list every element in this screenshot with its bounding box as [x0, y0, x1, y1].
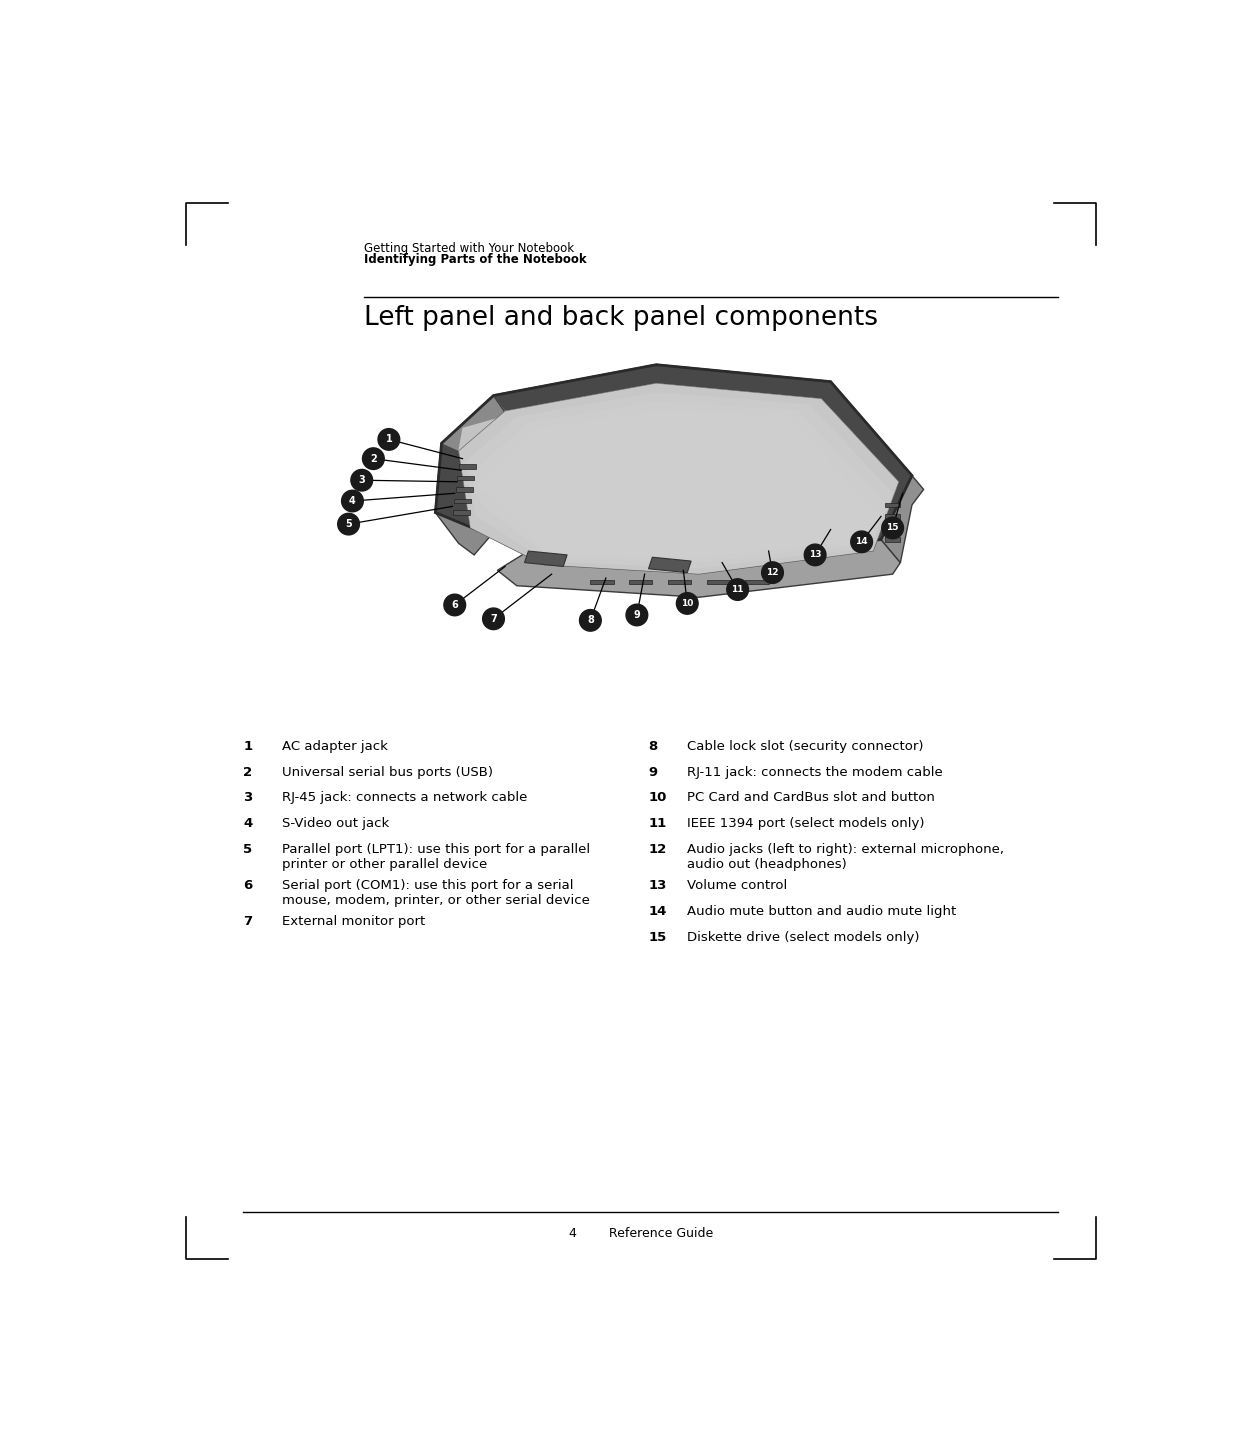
Text: Diskette drive (select models only): Diskette drive (select models only): [687, 931, 919, 944]
Text: 11: 11: [648, 817, 667, 830]
Text: 10: 10: [648, 791, 667, 804]
Polygon shape: [498, 540, 901, 597]
Text: 4        Reference Guide: 4 Reference Guide: [569, 1226, 713, 1239]
Text: Left panel and back panel components: Left panel and back panel components: [364, 304, 878, 330]
Text: Identifying Parts of the Notebook: Identifying Parts of the Notebook: [364, 253, 587, 266]
Text: 2: 2: [370, 453, 377, 463]
Bar: [629, 581, 652, 584]
Text: 15: 15: [887, 524, 899, 533]
Bar: [884, 514, 901, 518]
Polygon shape: [470, 401, 887, 563]
Bar: [455, 487, 473, 492]
Text: 15: 15: [648, 931, 667, 944]
Text: RJ-11 jack: connects the modem cable: RJ-11 jack: connects the modem cable: [687, 766, 943, 779]
Text: 5: 5: [243, 843, 253, 856]
Polygon shape: [881, 475, 923, 563]
Text: 3: 3: [243, 791, 253, 804]
Text: S-Video out jack: S-Video out jack: [281, 817, 389, 830]
Text: Volume control: Volume control: [687, 879, 787, 892]
Bar: [453, 510, 470, 515]
Circle shape: [342, 491, 363, 511]
Text: Audio mute button and audio mute light: Audio mute button and audio mute light: [687, 905, 957, 918]
Text: 1: 1: [243, 740, 253, 753]
Polygon shape: [459, 384, 898, 575]
Polygon shape: [648, 557, 691, 572]
Text: 2: 2: [243, 766, 253, 779]
Text: 12: 12: [648, 843, 667, 856]
Circle shape: [677, 592, 698, 614]
Circle shape: [727, 579, 748, 601]
Circle shape: [851, 531, 872, 553]
Polygon shape: [459, 384, 898, 575]
Text: 6: 6: [452, 599, 458, 610]
Polygon shape: [435, 365, 912, 563]
Bar: [746, 581, 768, 584]
Circle shape: [579, 610, 602, 631]
Text: 4: 4: [243, 817, 253, 830]
Text: 10: 10: [681, 599, 693, 608]
Text: 11: 11: [732, 585, 744, 594]
Polygon shape: [455, 375, 869, 513]
Text: 7: 7: [243, 915, 253, 928]
Circle shape: [444, 594, 465, 615]
Text: AC adapter jack: AC adapter jack: [281, 740, 388, 753]
Polygon shape: [477, 411, 882, 557]
Text: 14: 14: [856, 537, 868, 546]
Text: 8: 8: [587, 615, 594, 626]
Text: Serial port (COM1): use this port for a serial
mouse, modem, printer, or other s: Serial port (COM1): use this port for a …: [281, 879, 589, 906]
Bar: [884, 537, 901, 542]
Polygon shape: [435, 395, 505, 555]
Text: 12: 12: [767, 568, 779, 578]
Circle shape: [483, 608, 504, 630]
Bar: [454, 498, 472, 504]
Text: IEEE 1394 port (select models only): IEEE 1394 port (select models only): [687, 817, 924, 830]
Text: Audio jacks (left to right): external microphone,
audio out (headphones): Audio jacks (left to right): external mi…: [687, 843, 1005, 870]
Text: 14: 14: [648, 905, 667, 918]
Circle shape: [882, 517, 903, 539]
Text: Getting Started with Your Notebook: Getting Started with Your Notebook: [364, 242, 574, 255]
Bar: [707, 581, 729, 584]
Text: PC Card and CardBus slot and button: PC Card and CardBus slot and button: [687, 791, 936, 804]
Bar: [590, 581, 614, 584]
Circle shape: [350, 469, 373, 491]
Polygon shape: [435, 365, 912, 575]
Polygon shape: [524, 552, 567, 566]
Text: 8: 8: [648, 740, 658, 753]
Text: 13: 13: [809, 550, 822, 559]
Text: 4: 4: [349, 497, 355, 505]
Bar: [884, 502, 901, 507]
Circle shape: [378, 429, 400, 450]
Text: Universal serial bus ports (USB): Universal serial bus ports (USB): [281, 766, 493, 779]
Text: Cable lock slot (security connector): Cable lock slot (security connector): [687, 740, 923, 753]
Bar: [668, 581, 691, 584]
Text: 9: 9: [633, 610, 641, 620]
Text: Parallel port (LPT1): use this port for a parallel
printer or other parallel dev: Parallel port (LPT1): use this port for …: [281, 843, 590, 870]
Bar: [459, 463, 475, 469]
Polygon shape: [513, 381, 831, 494]
Text: 9: 9: [648, 766, 658, 779]
Bar: [457, 475, 474, 481]
Text: 6: 6: [243, 879, 253, 892]
Polygon shape: [464, 392, 893, 569]
Circle shape: [338, 514, 359, 534]
Text: External monitor port: External monitor port: [281, 915, 425, 928]
Bar: [884, 526, 901, 530]
Text: 3: 3: [358, 475, 365, 485]
Circle shape: [626, 604, 648, 626]
Circle shape: [363, 447, 384, 469]
Text: 5: 5: [345, 520, 352, 529]
Text: RJ-45 jack: connects a network cable: RJ-45 jack: connects a network cable: [281, 791, 528, 804]
Text: 13: 13: [648, 879, 667, 892]
Text: 1: 1: [385, 434, 393, 445]
Circle shape: [804, 544, 826, 566]
Circle shape: [762, 562, 783, 584]
Text: 7: 7: [490, 614, 497, 624]
